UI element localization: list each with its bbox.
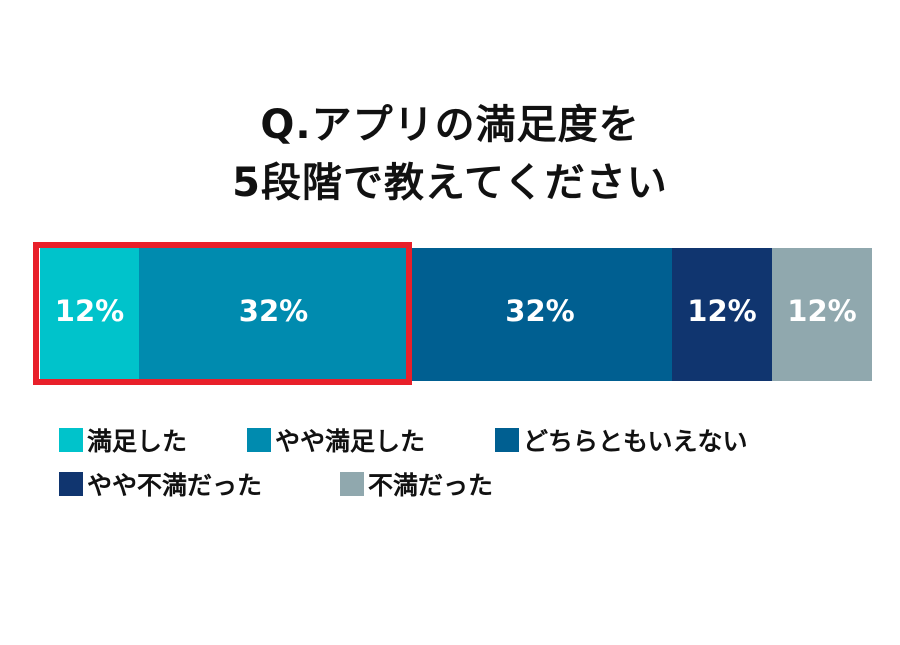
legend-item-somewhat-satisfied: やや満足した <box>247 425 426 456</box>
segment-value-label: 32% <box>238 293 309 328</box>
segment-value-label: 32% <box>505 293 575 328</box>
bar-segment-satisfied: 12% <box>40 248 139 381</box>
legend-swatch-icon <box>495 428 519 452</box>
bar-segment-dissatisfied: 12% <box>772 248 872 381</box>
legend-swatch-icon <box>247 428 271 452</box>
segment-value-label: 12% <box>787 293 857 328</box>
legend-item-neutral: どちらともいえない <box>495 425 748 456</box>
legend-label: 不満だった <box>368 471 494 500</box>
bar-segment-somewhat-dissatisfied: 12% <box>672 248 772 381</box>
chart-title: Q.アプリの満足度を 5段階で教えてください <box>0 96 900 212</box>
bar-segment-neutral: 32% <box>408 248 672 381</box>
legend-label: やや満足した <box>275 427 426 456</box>
legend-swatch-icon <box>340 472 364 496</box>
chart-title-line-1: Q.アプリの満足度を <box>260 102 640 148</box>
legend-item-somewhat-dissatisfied: やや不満だった <box>59 469 263 500</box>
legend-label: やや不満だった <box>87 471 263 500</box>
legend-item-satisfied: 満足した <box>59 425 188 456</box>
legend-label: どちらともいえない <box>523 427 748 456</box>
legend-item-dissatisfied: 不満だった <box>340 469 494 500</box>
chart-title-line-2: 5段階で教えてください <box>232 160 668 206</box>
legend-label: 満足した <box>87 427 188 456</box>
segment-value-label: 12% <box>687 293 757 328</box>
segment-value-label: 12% <box>54 293 125 328</box>
bar-segment-somewhat-satisfied: 32% <box>139 248 408 381</box>
stacked-bar: 12% 32% 32% 12% 12% <box>40 248 872 381</box>
legend-swatch-icon <box>59 428 83 452</box>
legend-swatch-icon <box>59 472 83 496</box>
